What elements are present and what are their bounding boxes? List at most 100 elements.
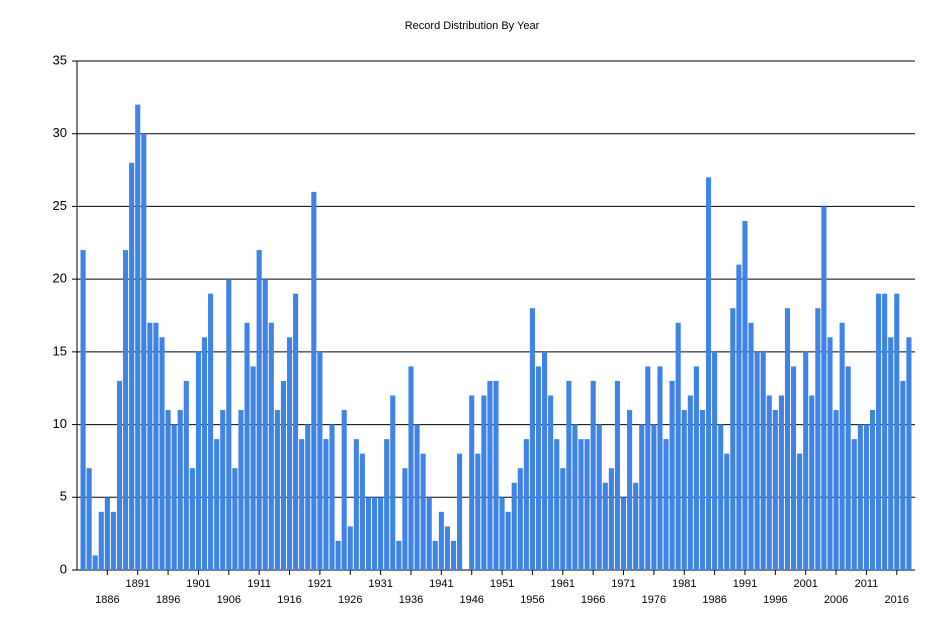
bar: [815, 308, 821, 570]
bar: [487, 380, 493, 570]
bar: [426, 497, 432, 570]
bar: [900, 380, 906, 570]
x-tick-label: 1891: [125, 578, 149, 590]
bar: [201, 337, 208, 570]
x-tick-label: 1946: [459, 594, 483, 606]
bar: [147, 322, 153, 570]
bar: [730, 308, 736, 570]
y-tick-label: 20: [53, 271, 67, 286]
x-tick-label: 1951: [490, 578, 514, 590]
bar: [268, 322, 274, 570]
bar: [590, 380, 596, 570]
bar: [450, 540, 457, 570]
bar: [475, 453, 481, 570]
bar: [232, 468, 238, 570]
bar: [420, 453, 426, 570]
x-tick-label: 1971: [611, 578, 635, 590]
bar: [863, 424, 869, 570]
x-tick-label: 1906: [217, 594, 241, 606]
bar: [457, 453, 463, 570]
y-tick-label: 25: [53, 198, 67, 213]
bar: [116, 380, 123, 570]
bar: [378, 497, 384, 570]
bar: [517, 468, 523, 570]
x-tick-label: 1996: [763, 594, 787, 606]
bar: [505, 511, 511, 570]
bar: [894, 293, 900, 570]
bar: [305, 424, 311, 570]
x-tick-label: 1931: [368, 578, 392, 590]
bar: [335, 540, 341, 570]
bar: [651, 424, 657, 570]
x-tick-label: 1961: [551, 578, 575, 590]
bar: [657, 366, 663, 570]
bar: [208, 293, 214, 570]
bar: [299, 439, 305, 570]
bar: [98, 511, 104, 570]
bar: [523, 439, 529, 570]
bar: [493, 380, 499, 570]
bar: [220, 410, 226, 570]
x-tick-label: 2001: [793, 578, 817, 590]
x-tick-label: 1986: [702, 594, 726, 606]
x-tick-label: 1941: [429, 578, 453, 590]
bar: [444, 526, 450, 570]
bar: [876, 293, 882, 570]
bar: [359, 453, 365, 570]
bar: [165, 410, 171, 570]
bar: [608, 468, 614, 570]
bar: [869, 410, 876, 570]
bar: [92, 555, 98, 570]
x-tick-label: 1886: [95, 594, 119, 606]
bar: [627, 410, 633, 570]
bar: [882, 293, 888, 570]
bar: [396, 540, 402, 570]
x-tick-label: 1901: [186, 578, 210, 590]
bar: [189, 468, 195, 570]
bar: [86, 468, 92, 570]
bar: [736, 264, 742, 570]
bar: [784, 308, 791, 570]
bar: [390, 395, 396, 570]
y-tick-label: 0: [60, 561, 67, 576]
y-tick-label: 35: [53, 52, 67, 67]
bar: [748, 322, 754, 570]
bar: [845, 366, 851, 570]
bar: [469, 395, 475, 570]
bar: [833, 410, 839, 570]
bar: [129, 162, 135, 571]
bar: [596, 424, 602, 570]
bar: [614, 380, 620, 570]
bar: [529, 308, 535, 570]
bar: [572, 424, 578, 570]
bar: [888, 337, 894, 570]
y-tick-label: 15: [53, 343, 67, 358]
bar: [742, 220, 748, 570]
bar: [705, 177, 712, 571]
bar: [675, 322, 681, 570]
x-tick-label: 1926: [338, 594, 362, 606]
bar: [809, 395, 815, 570]
bar: [839, 322, 845, 570]
bar: [542, 351, 548, 570]
bar: [724, 453, 730, 570]
bar: [906, 337, 912, 570]
bar: [414, 424, 420, 570]
x-tick-label: 1936: [399, 594, 423, 606]
bar: [851, 439, 857, 570]
bar: [760, 351, 766, 570]
bar: [408, 366, 414, 570]
bar: [135, 104, 141, 570]
bar: [171, 424, 177, 570]
bar: [633, 482, 639, 570]
x-tick-label: 1921: [308, 578, 332, 590]
bar: [110, 511, 116, 570]
bar: [311, 191, 317, 570]
bar: [323, 439, 329, 570]
bar: [286, 337, 293, 570]
x-tick-label: 1956: [520, 594, 544, 606]
bar: [681, 410, 687, 570]
chart-title: Record Distribution By Year: [405, 20, 540, 32]
bar: [177, 410, 183, 570]
